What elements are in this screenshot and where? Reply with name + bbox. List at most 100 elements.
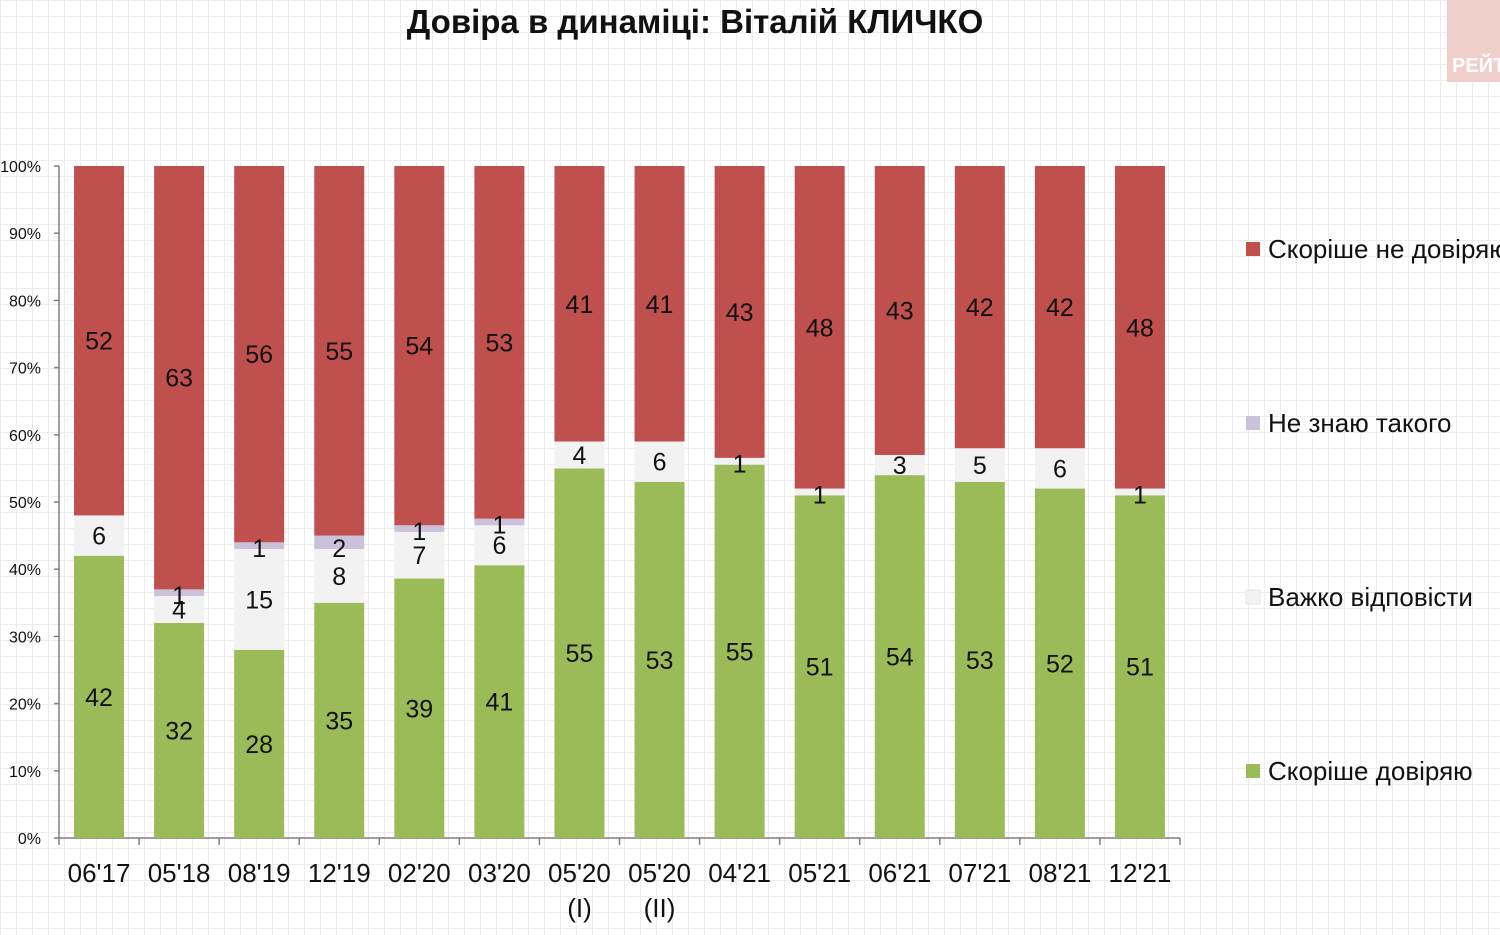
data-label: 1 [733, 451, 747, 479]
bar-segment [554, 468, 605, 838]
x-tick-label: 05'20 [628, 858, 691, 888]
bar-segment [1114, 488, 1165, 496]
data-label: 41 [646, 291, 674, 319]
bar-segment [1114, 495, 1165, 838]
data-label: 7 [412, 542, 426, 570]
brand-logo: РЕЙТ [1447, 0, 1500, 82]
bar-segment [154, 589, 205, 597]
data-label: 28 [245, 731, 273, 759]
legend-label: Скоріше довіряю [1268, 756, 1473, 786]
bar-segment [1114, 166, 1165, 489]
bar-segment [1034, 488, 1085, 838]
y-tick-label: 100% [0, 159, 41, 176]
bar-segment [1034, 448, 1085, 489]
data-label: 42 [1046, 294, 1074, 322]
data-label: 55 [325, 338, 353, 366]
chart-title: Довіра в динаміці: Віталій КЛИЧКО [406, 3, 984, 40]
data-label: 1 [492, 511, 506, 539]
data-label: 6 [492, 532, 506, 560]
bar-segment [154, 622, 205, 838]
bar-segment [794, 166, 845, 489]
bar-segment [234, 649, 285, 838]
x-tick-label: (II) [644, 893, 676, 923]
data-label: 55 [566, 640, 594, 668]
bar-segment [314, 602, 365, 838]
bar-segment [474, 565, 525, 838]
data-label: 54 [405, 333, 433, 361]
x-tick-label: 02'20 [388, 858, 451, 888]
data-label: 4 [172, 597, 186, 625]
bar-segment [314, 535, 365, 550]
data-label: 51 [806, 654, 834, 682]
y-tick-label: 40% [9, 562, 41, 579]
bar-segment [474, 525, 525, 566]
bar-segment [874, 166, 925, 455]
bar-segment [394, 166, 445, 526]
y-tick-label: 50% [9, 495, 41, 512]
bar-segment [634, 441, 685, 482]
bar-segment [954, 481, 1005, 838]
bar-segment [1034, 166, 1085, 449]
x-tick-label: 05'20 [548, 858, 611, 888]
x-tick-label: 06'17 [68, 858, 131, 888]
x-tick-label: 03'20 [468, 858, 531, 888]
bar-segment [794, 495, 845, 838]
data-label: 53 [485, 329, 513, 357]
data-label: 1 [813, 481, 827, 509]
bar-segment [554, 441, 605, 469]
data-label: 5 [973, 452, 987, 480]
bar-segment [394, 531, 445, 579]
bar-segment [74, 515, 125, 556]
bar-segment [634, 166, 685, 442]
data-label: 35 [325, 707, 353, 735]
data-label: 41 [566, 291, 594, 319]
bar-segment [474, 166, 525, 519]
bar-segment [714, 457, 765, 465]
y-tick-label: 10% [9, 764, 41, 781]
bar-segment [874, 475, 925, 838]
data-label: 6 [1053, 455, 1067, 483]
x-tick-label: 04'21 [708, 858, 771, 888]
legend-label: Важко відповісти [1268, 582, 1473, 612]
data-label: 1 [252, 535, 266, 563]
bar-segment [234, 549, 285, 650]
data-label: 15 [245, 586, 273, 614]
data-label: 41 [485, 689, 513, 717]
data-label: 56 [245, 341, 273, 369]
data-label: 43 [726, 299, 754, 327]
y-tick-label: 90% [9, 226, 41, 243]
data-label: 42 [85, 684, 113, 712]
bar-segment [234, 166, 285, 543]
data-label: 8 [332, 563, 346, 591]
y-tick-label: 70% [9, 361, 41, 378]
data-label: 1 [1133, 481, 1147, 509]
data-label: 43 [886, 297, 914, 325]
bar-segment [474, 518, 525, 526]
data-label: 52 [85, 328, 113, 356]
data-label: 48 [806, 314, 834, 342]
x-tick-label: 05'21 [788, 858, 851, 888]
x-tick-label: 12'21 [1109, 858, 1172, 888]
bar-segment [714, 166, 765, 458]
data-label: 63 [165, 365, 193, 393]
data-label: 53 [646, 647, 674, 675]
legend-label: Скоріше не довіряю [1268, 234, 1500, 264]
y-tick-label: 30% [9, 629, 41, 646]
x-tick-label: 05'18 [148, 858, 211, 888]
data-label: 4 [573, 442, 587, 470]
bar-segment [154, 166, 205, 590]
bar-segment [954, 448, 1005, 482]
bar-segment [794, 488, 845, 496]
bar-segment [74, 166, 125, 516]
bar-segment [714, 464, 765, 838]
y-tick-label: 20% [9, 697, 41, 714]
bar-segment [954, 166, 1005, 449]
bar-segment [314, 166, 365, 536]
x-tick-label: 08'21 [1028, 858, 1091, 888]
data-label: 6 [92, 523, 106, 551]
x-tick-label: 06'21 [868, 858, 931, 888]
x-tick-label: 07'21 [948, 858, 1011, 888]
data-label: 1 [172, 582, 186, 610]
legend-label: Не знаю такого [1268, 408, 1452, 438]
data-label: 32 [165, 717, 193, 745]
